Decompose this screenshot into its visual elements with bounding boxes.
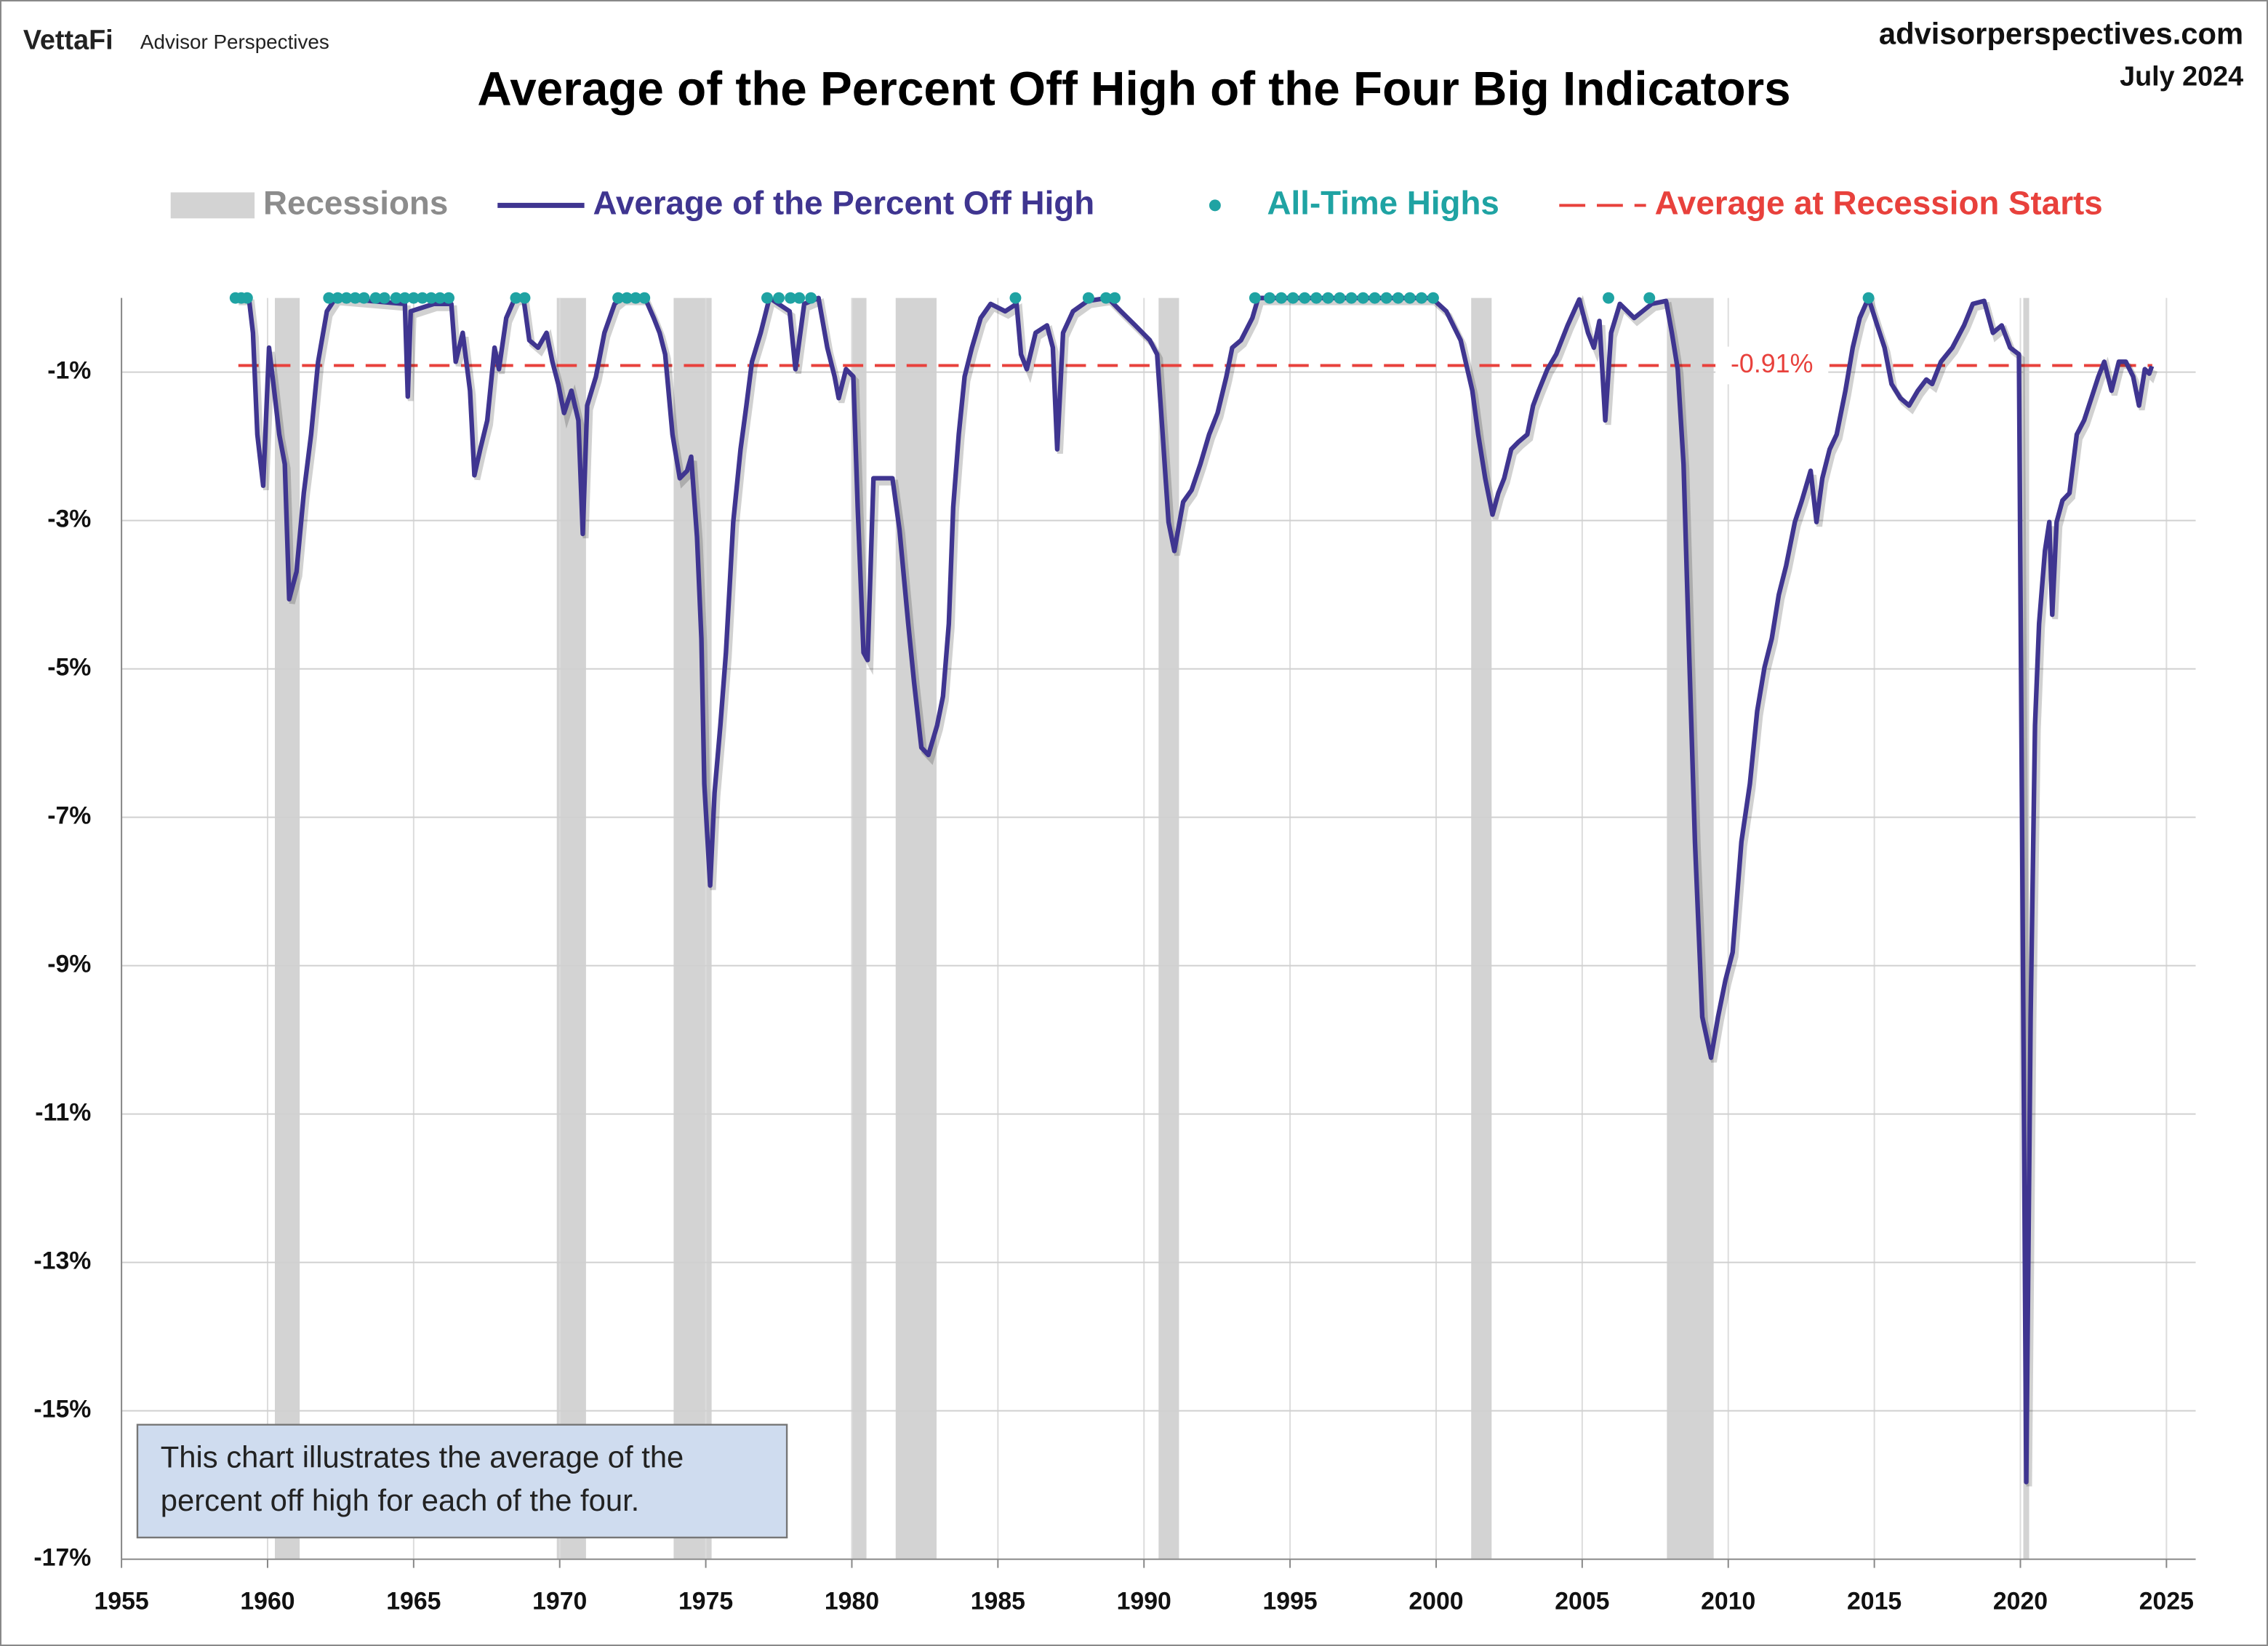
recession	[1471, 297, 1492, 1559]
high-point	[612, 292, 625, 304]
x-tick-label: 1960	[240, 1587, 294, 1615]
date: July 2024	[2120, 61, 2243, 92]
high-point	[358, 292, 370, 304]
x-tick-label: 2020	[1993, 1587, 2048, 1615]
high-point	[1009, 292, 1022, 304]
high-point	[1603, 292, 1614, 304]
y-tick-label: -5%	[47, 654, 91, 682]
high-point	[443, 292, 455, 304]
y-tick-label: -1%	[47, 357, 91, 385]
high-point	[241, 292, 253, 304]
high-point	[398, 292, 411, 304]
x-tick-label: 2025	[2139, 1587, 2194, 1615]
high-point	[407, 292, 420, 304]
ref-label-bg	[1715, 346, 1829, 385]
high-point	[1380, 292, 1393, 304]
high-point	[630, 292, 642, 304]
high-point	[1287, 292, 1299, 304]
recession	[895, 297, 937, 1559]
high-point	[518, 292, 531, 304]
x-tick-label: 1995	[1263, 1587, 1318, 1615]
high-point	[1345, 292, 1358, 304]
x-tick-label: 1985	[971, 1587, 1025, 1615]
site: advisorperspectives.com	[1879, 17, 2243, 51]
legend-label: Average at Recession Starts	[1655, 184, 2103, 221]
x-tick-label: 2015	[1847, 1587, 1902, 1615]
high-point	[761, 292, 773, 304]
x-tick-label: 2010	[1701, 1587, 1755, 1615]
high-point	[1264, 292, 1275, 304]
high-point	[1082, 292, 1094, 304]
annotation-box	[136, 1423, 788, 1539]
high-point	[1334, 292, 1346, 304]
x-tick-label: 1975	[678, 1587, 733, 1615]
y-tick-label: -11%	[35, 1099, 91, 1127]
high-point	[434, 292, 446, 304]
high-point	[323, 292, 335, 304]
high-point	[378, 292, 390, 304]
annotation-text: This chart illustrates the average of th…	[161, 1440, 684, 1474]
high-point	[1310, 292, 1323, 304]
x-tick-label: 2000	[1409, 1587, 1463, 1615]
recession	[2023, 297, 2029, 1559]
legend-swatch	[170, 192, 255, 219]
x-tick-label: 1965	[386, 1587, 441, 1615]
high-point	[1357, 292, 1369, 304]
high-point	[1275, 292, 1288, 304]
high-point	[1322, 292, 1334, 304]
brand: VettaFi	[23, 25, 113, 56]
x-tick-label: 2005	[1555, 1587, 1609, 1615]
chart-title: Average of the Percent Off High of the F…	[477, 63, 1790, 116]
x-tick-label: 1990	[1117, 1587, 1171, 1615]
high-point	[340, 292, 353, 304]
high-point	[638, 292, 651, 304]
line	[236, 295, 2155, 1485]
high-point	[1109, 292, 1121, 304]
legend-label: All-Time Highs	[1267, 184, 1499, 221]
y-tick-label: -17%	[33, 1544, 91, 1572]
legend-label: Average of the Percent Off High	[593, 184, 1095, 221]
y-tick-label: -3%	[47, 506, 91, 533]
ref-label: -0.91%	[1731, 349, 1813, 378]
high-point	[369, 292, 382, 304]
high-point	[390, 292, 402, 304]
high-point	[1862, 292, 1875, 304]
y-tick-label: -15%	[33, 1396, 91, 1423]
high-point	[1392, 292, 1404, 304]
legend-label: Recessions	[263, 184, 448, 221]
y-tick-label: -13%	[33, 1247, 91, 1275]
x-tick-label: 1980	[825, 1587, 879, 1615]
high-point	[773, 292, 785, 304]
high-point	[1100, 292, 1112, 304]
high-point	[1369, 292, 1381, 304]
recession	[1667, 297, 1714, 1559]
annotation-text: percent off high for each of the four.	[161, 1483, 640, 1517]
high-point	[425, 292, 437, 304]
high-point	[1249, 292, 1261, 304]
high-point	[793, 292, 806, 304]
high-point	[1299, 292, 1311, 304]
high-point	[1643, 292, 1656, 304]
high-point	[1427, 292, 1439, 304]
publisher: Advisor Perspectives	[140, 31, 329, 53]
high-point	[349, 292, 361, 304]
x-tick-label: 1955	[94, 1587, 148, 1615]
high-point	[785, 292, 797, 304]
high-point	[1415, 292, 1427, 304]
y-tick-label: -7%	[47, 802, 91, 830]
x-tick-label: 1970	[532, 1587, 587, 1615]
high-point	[805, 292, 817, 304]
high-point	[416, 292, 428, 304]
high-point	[332, 292, 344, 304]
legend-swatch	[1209, 199, 1221, 212]
high-point	[1403, 292, 1416, 304]
high-point	[510, 292, 522, 304]
high-point	[621, 292, 633, 304]
y-tick-label: -9%	[47, 951, 91, 978]
